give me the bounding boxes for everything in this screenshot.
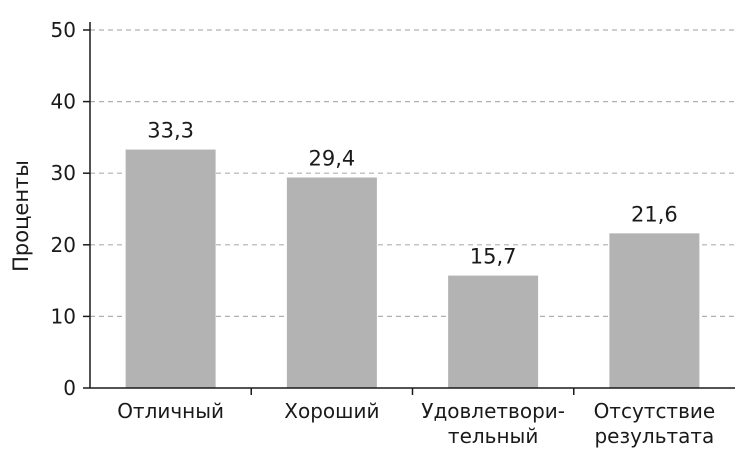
y-tick-label: 20 (51, 233, 76, 257)
bar-value-label: 29,4 (308, 146, 355, 170)
bar (286, 177, 377, 388)
x-category-label: Отсутствие (594, 399, 716, 423)
category-labels: Отличный Хороший Удовлетвори-тельный Отсутс… (117, 388, 715, 448)
bar-value-label: 33,3 (147, 119, 194, 143)
bar-value-label: 21,6 (631, 202, 678, 226)
x-category-label: тельный (448, 424, 538, 448)
bar-value-label: 15,7 (470, 245, 517, 269)
data-labels: 33,3 29,4 15,7 21,6 (147, 119, 678, 269)
y-tick-label: 40 (51, 90, 76, 114)
y-axis-title: Проценты (9, 160, 33, 272)
y-tick-label: 50 (51, 18, 76, 42)
x-category-label: результата (594, 424, 714, 448)
x-category-label: Хороший (284, 399, 379, 423)
y-tick-label: 0 (63, 376, 76, 400)
y-tick-label: 10 (51, 304, 76, 328)
bar (125, 149, 216, 388)
y-tick-label: 30 (51, 161, 76, 185)
bar (448, 275, 539, 388)
bar (609, 233, 700, 388)
x-category-label: Удовлетвори- (421, 399, 565, 423)
y-ticks: 0 10 20 30 40 50 (51, 18, 90, 400)
x-category-label: Отличный (117, 399, 224, 423)
bars (125, 149, 700, 388)
